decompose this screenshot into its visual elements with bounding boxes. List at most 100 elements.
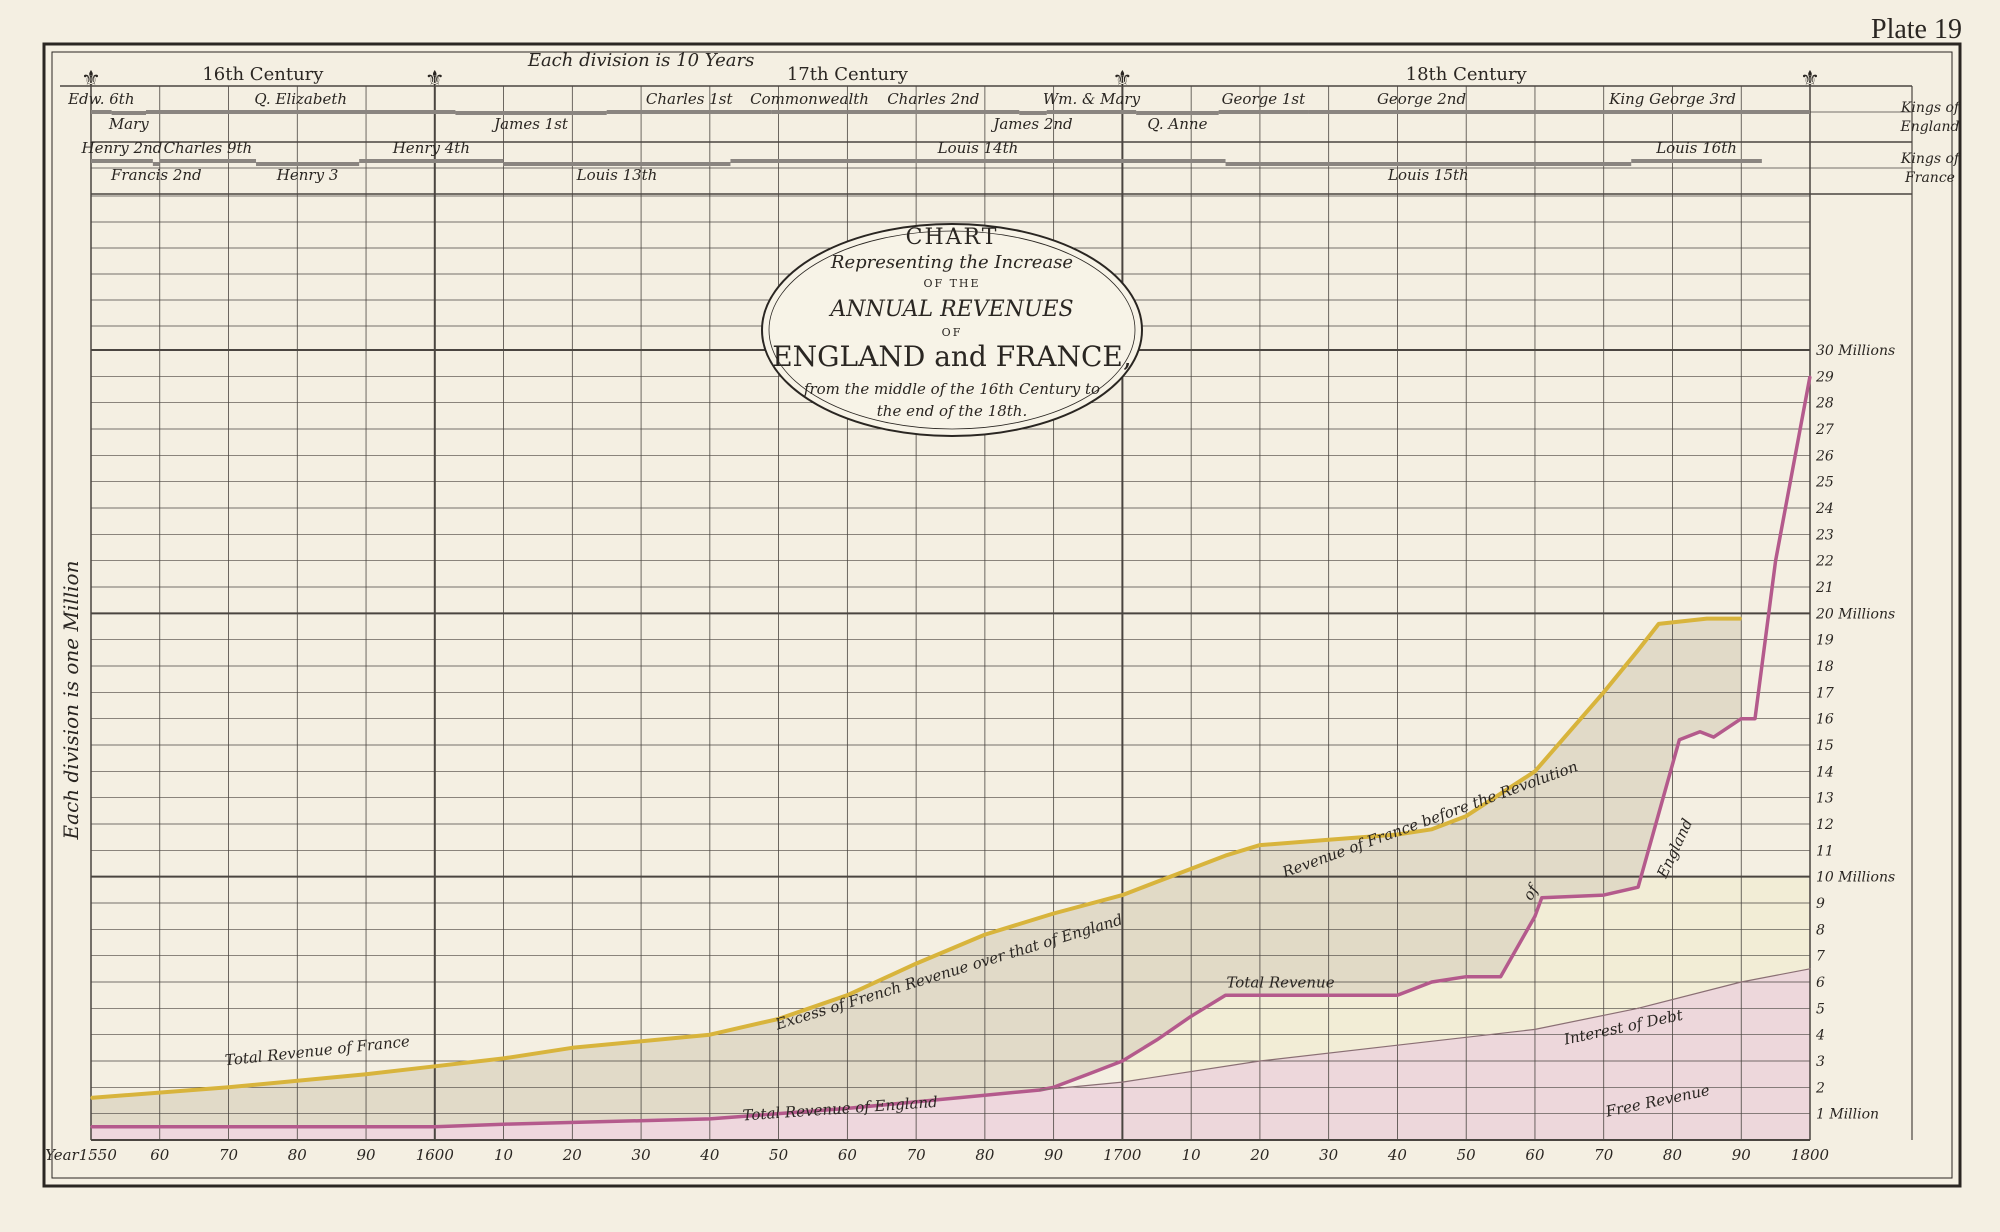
- century-label: 17th Century: [787, 64, 909, 85]
- y-tick-label: 12: [1816, 817, 1834, 833]
- reign-bar: [159, 159, 257, 163]
- data-point: [1712, 736, 1715, 738]
- reign-bar: [503, 162, 731, 166]
- chart-annotation: Total Revenue of France: [224, 1032, 411, 1069]
- x-tick-label: 30: [1319, 1146, 1339, 1164]
- series-line-total-revenue-of-england: [91, 375, 1812, 1129]
- data-point: [1190, 1015, 1192, 1018]
- monarch-label: Edw. 6th: [67, 90, 134, 108]
- monarch-label: Francis 2nd: [110, 166, 202, 184]
- monarch-label: Mary: [108, 115, 149, 133]
- y-tick-label: 14: [1816, 764, 1834, 780]
- data-point: [1224, 854, 1227, 857]
- data-point: [1809, 375, 1811, 378]
- x-tick-label: Year1550: [45, 1146, 117, 1164]
- data-point: [1259, 1060, 1261, 1062]
- data-point: [1637, 649, 1639, 651]
- title-line: OF THE: [923, 277, 980, 290]
- reign-bar: [1046, 110, 1137, 114]
- data-point: [434, 1065, 436, 1068]
- monarch-label: Henry 3: [276, 166, 339, 184]
- x-tick-label: 50: [769, 1146, 789, 1164]
- monarch-label: George 2nd: [1377, 90, 1466, 108]
- reign-bar: [91, 159, 153, 163]
- y-tick-label: 24: [1815, 501, 1834, 517]
- monarch-label: King George 3rd: [1608, 90, 1736, 108]
- y-division-note: Each division is one Million: [59, 561, 83, 841]
- data-point: [1602, 691, 1605, 694]
- data-point: [1039, 1089, 1041, 1091]
- monarch-label: Henry 2nd: [81, 139, 163, 157]
- kings-england-label: Kings of: [1900, 100, 1962, 116]
- reign-bar: [606, 110, 772, 114]
- title-cartouche-inner: [768, 230, 1136, 430]
- data-point: [502, 1123, 505, 1125]
- monarch-label: James 1st: [491, 115, 569, 133]
- x-tick-label: 40: [699, 1146, 720, 1164]
- reign-bar: [455, 111, 607, 115]
- y-tick-label: 7: [1816, 949, 1825, 965]
- data-point: [1087, 1073, 1089, 1075]
- century-label: 16th Century: [202, 64, 324, 85]
- data-point: [158, 1126, 161, 1128]
- chart-annotation: England: [1653, 816, 1696, 882]
- data-point: [1740, 981, 1743, 983]
- data-point: [1754, 717, 1756, 720]
- y-tick-label: 18: [1816, 659, 1834, 675]
- data-point: [90, 1097, 92, 1099]
- data-point: [1155, 881, 1158, 883]
- title-line: the end of the 18th.: [877, 402, 1027, 420]
- title-line: ENGLAND and FRANCE,: [772, 340, 1132, 373]
- x-tick-label: 30: [632, 1146, 652, 1164]
- data-point: [1121, 1060, 1124, 1062]
- data-point: [1121, 894, 1124, 896]
- data-point: [502, 1057, 505, 1060]
- x-tick-label: 10: [494, 1146, 514, 1164]
- title-cartouche-frame: [761, 223, 1143, 437]
- data-point: [296, 1126, 299, 1128]
- y-tick-label: 11: [1816, 843, 1834, 859]
- y-tick-label: 16: [1816, 712, 1834, 728]
- data-point: [1740, 717, 1743, 720]
- data-point: [777, 1018, 780, 1020]
- x-tick-label: 1800: [1791, 1146, 1830, 1164]
- monarch-label: Henry 4th: [392, 139, 470, 157]
- fleur-icon: ⚜: [81, 67, 101, 92]
- x-tick-label: 40: [1387, 1146, 1408, 1164]
- data-point: [434, 1126, 436, 1128]
- axis-ticks: Year1550 60 70 80 90 1600 10 20 30 40 50 60 70 80 90 17…: [45, 343, 1895, 1164]
- data-point: [1740, 617, 1743, 620]
- data-point: [1190, 867, 1192, 870]
- outer-frame: [42, 42, 1962, 1188]
- data-point: [1396, 994, 1399, 996]
- data-point: [1396, 1044, 1399, 1046]
- y-tick-label: 15: [1816, 738, 1834, 754]
- data-point: [709, 1033, 711, 1036]
- data-point: [1327, 994, 1330, 996]
- data-point: [1774, 559, 1777, 562]
- data-point: [1259, 994, 1261, 996]
- y-tick-label: 13: [1816, 791, 1834, 807]
- plate-number: Plate 19: [1871, 14, 1962, 45]
- monarch-label: Louis 14th: [937, 139, 1019, 157]
- y-tick-label: 9: [1816, 896, 1825, 912]
- monarch-label: James 2nd: [990, 115, 1072, 133]
- y-tick-label: 26: [1815, 448, 1834, 464]
- monarch-label: Louis 16th: [1655, 139, 1737, 157]
- reign-bar: [1136, 111, 1219, 115]
- y-tick-label: 25: [1815, 475, 1834, 491]
- monarch-label: Q. Anne: [1147, 115, 1207, 133]
- y-tick-label: 17: [1816, 685, 1834, 701]
- data-point: [1657, 623, 1660, 625]
- data-point: [1052, 1086, 1055, 1089]
- x-tick-label: 90: [1044, 1146, 1064, 1164]
- monarch-header: 16th Century 17th Century 18th Century Each…: [59, 50, 1962, 840]
- x-tick-label: 1600: [416, 1146, 455, 1164]
- x-tick-label: 20: [562, 1146, 583, 1164]
- monarch-label: George 1st: [1222, 90, 1307, 108]
- y-tick-label: 22: [1815, 554, 1834, 570]
- title-line: OF: [942, 326, 963, 339]
- data-point: [1431, 981, 1433, 983]
- monarch-label: Louis 13th: [576, 166, 658, 184]
